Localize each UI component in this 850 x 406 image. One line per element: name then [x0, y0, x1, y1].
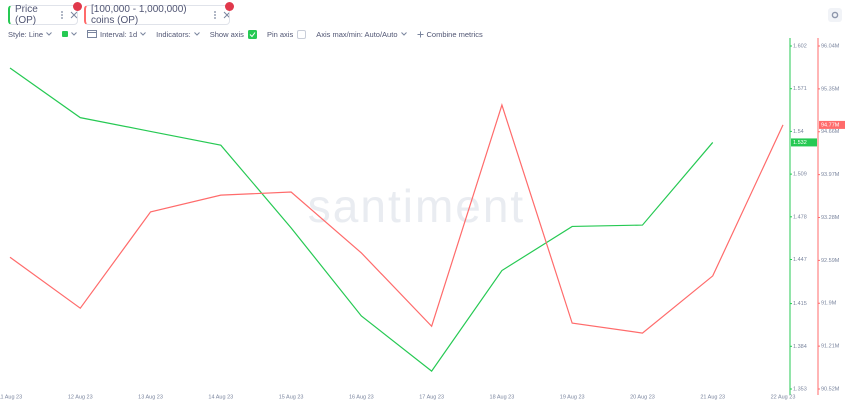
label: Style: Line	[8, 29, 44, 39]
interval-select[interactable]: Interval: 1d	[87, 30, 146, 39]
color-select[interactable]	[62, 31, 77, 37]
y-tick-label: 93.97M	[821, 172, 840, 178]
y-tick-label: 1.571	[793, 86, 807, 92]
indicators-select[interactable]: Indicators:	[156, 30, 200, 39]
x-tick-label: 20 Aug 23	[630, 394, 655, 400]
series-line	[9, 67, 714, 372]
y-tick-label: 91.21M	[821, 344, 840, 350]
y-tick-label: 96.04M	[821, 43, 840, 49]
label: Indicators:	[156, 29, 191, 39]
watermark: santiment	[308, 180, 525, 232]
y-tick-label: 1.415	[793, 301, 807, 307]
toolbar: Style: Line Interval: 1d Indicators: Sho…	[8, 27, 493, 41]
style-select[interactable]: Style: Line	[8, 30, 52, 39]
x-tick-label: 15 Aug 23	[279, 394, 304, 400]
y-tick-label: 91.9M	[821, 301, 837, 307]
x-tick-label: 11 Aug 23	[0, 394, 22, 400]
y-tick-label: 90.52M	[821, 386, 840, 392]
x-tick-label: 16 Aug 23	[349, 394, 374, 400]
value-tag-label: 1.532	[793, 140, 807, 146]
metric-name: [100,000 - 1,000,000) coins (OP)	[91, 4, 187, 26]
x-tick-label: 17 Aug 23	[419, 394, 444, 400]
y-tick-label: 95.35M	[821, 86, 840, 92]
axis-minmax-select[interactable]: Axis max/min: Auto/Auto	[316, 29, 407, 39]
y-tick-label: 1.478	[793, 214, 807, 220]
y-tick-label: 1.384	[793, 344, 807, 350]
metric-name: Price (OP)	[15, 4, 38, 26]
series-line	[9, 103, 784, 334]
x-tick-label: 12 Aug 23	[68, 394, 93, 400]
y-tick-label: 1.509	[793, 172, 807, 178]
x-tick-label: 13 Aug 23	[138, 394, 163, 400]
x-tick-label: 14 Aug 23	[208, 394, 233, 400]
y-tick-label: 92.59M	[821, 258, 840, 264]
label: Show axis	[209, 29, 244, 39]
label: Pin axis	[266, 29, 294, 39]
value-tag	[791, 138, 817, 147]
badge	[225, 2, 234, 11]
label: Interval: 1d	[100, 29, 138, 39]
y-tick-label: 94.66M	[821, 129, 840, 135]
x-tick-label: 18 Aug 23	[490, 394, 515, 400]
value-tag	[819, 120, 845, 129]
value-tag-label: 94.77M	[821, 122, 840, 128]
pin-axis-toggle[interactable]: Pin axis	[266, 29, 307, 39]
label: Combine metrics	[426, 29, 483, 39]
badge	[73, 2, 82, 11]
chip-icons	[214, 11, 229, 19]
metric-chip[interactable]: Price (OP)	[8, 2, 82, 26]
combine-metrics[interactable]: Combine metrics	[417, 30, 483, 39]
y-tick-label: 1.353	[793, 386, 807, 392]
y-tick-label: 1.54	[793, 129, 804, 135]
y-tick-label: 1.602	[793, 43, 807, 49]
settings-button[interactable]	[828, 8, 842, 22]
y-tick-label: 93.28M	[821, 215, 840, 221]
x-tick-label: 19 Aug 23	[560, 394, 585, 400]
chip-icons	[61, 11, 77, 19]
x-tick-label: 22 Aug 23	[771, 394, 796, 400]
metric-chip[interactable]: [100,000 - 1,000,000) coins (OP)	[84, 2, 234, 26]
show-axis-toggle[interactable]: Show axis	[209, 29, 257, 39]
x-tick-label: 21 Aug 23	[700, 394, 725, 400]
y-tick-label: 1.447	[793, 257, 807, 263]
label: Axis max/min: Auto/Auto	[316, 29, 398, 39]
